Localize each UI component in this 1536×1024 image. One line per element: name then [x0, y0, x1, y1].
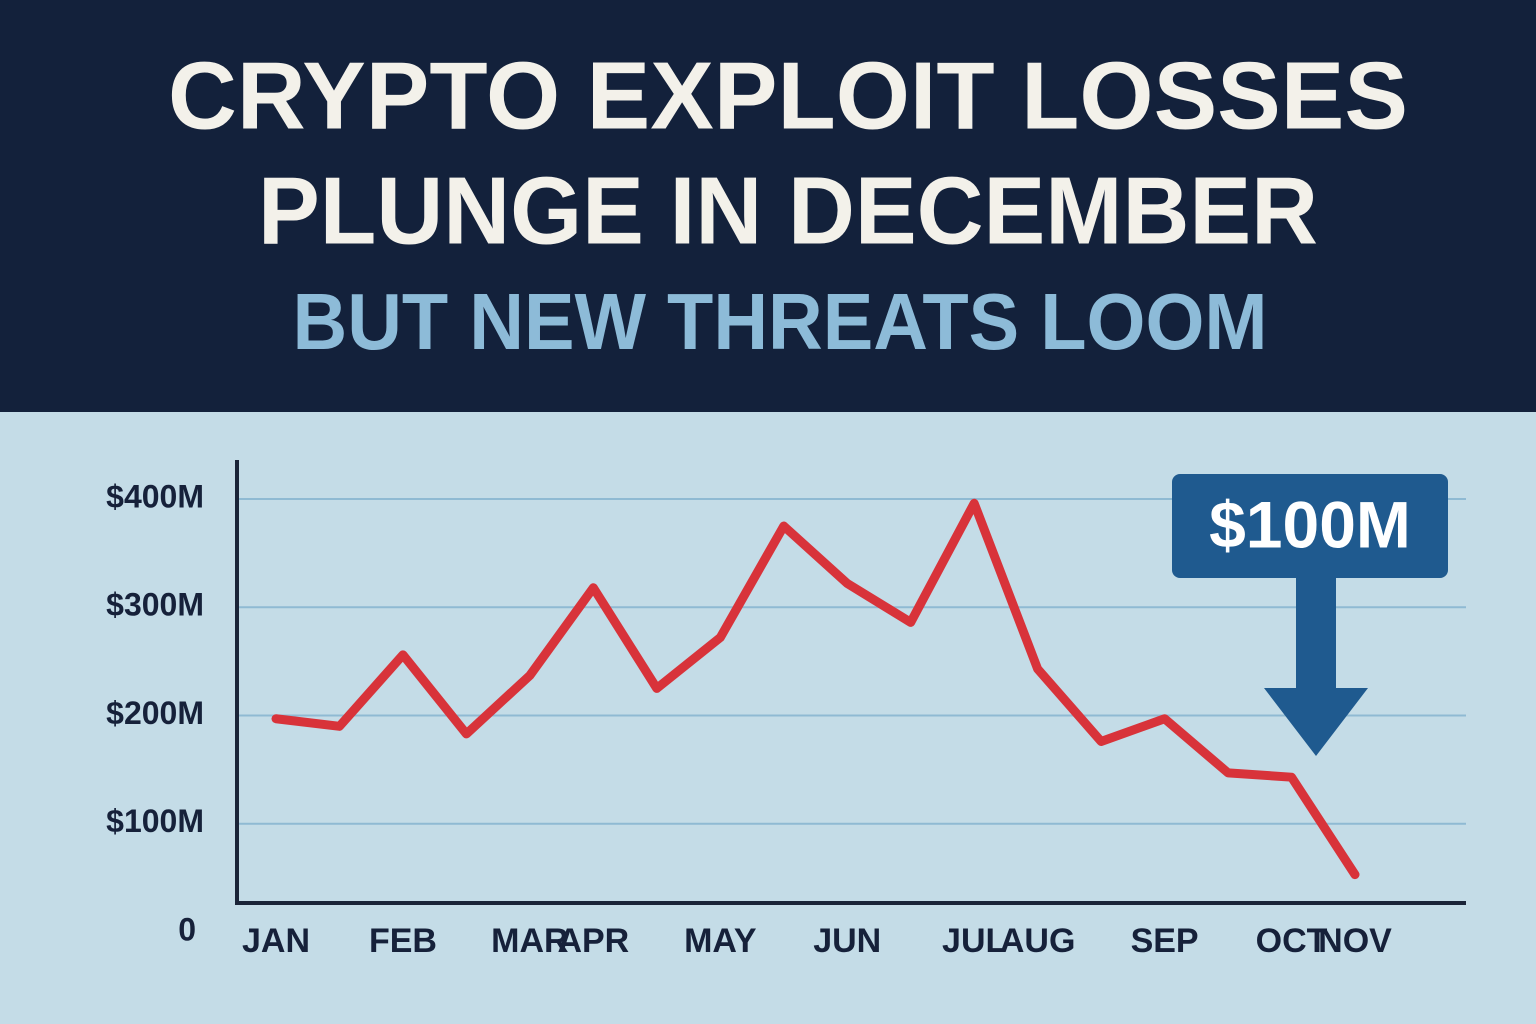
x-tick-label: AUG [1000, 922, 1076, 960]
x-tick-label: APR [557, 922, 629, 960]
x-tick-label: JUN [813, 922, 881, 960]
annotation-arrow [1264, 578, 1368, 756]
x-tick-label: OCT [1256, 922, 1328, 960]
data-line [271, 498, 1360, 880]
annotation-box [1172, 474, 1448, 578]
x-tick-label: MAR [491, 922, 568, 960]
x-tick-label: JAN [242, 922, 310, 960]
plot [271, 498, 1360, 880]
chart-subtitle: BUT NEW THREATS LOOM [293, 277, 1268, 366]
chart-title: CRYPTO EXPLOIT LOSSES [168, 42, 1408, 149]
header [0, 0, 1536, 412]
annotation-text: $100M [1209, 487, 1411, 561]
y-tick-label: $100M [106, 803, 204, 839]
x-tick-label: SEP [1131, 922, 1199, 960]
y-tick-label: $400M [106, 478, 204, 514]
x-tick-label: MAY [684, 922, 757, 960]
y-tick-label: 0 [178, 911, 196, 947]
x-tick-label: NOV [1318, 922, 1392, 960]
x-tick-label: FEB [369, 922, 437, 960]
chart-title: PLUNGE IN DECEMBER [258, 157, 1318, 264]
y-tick-label: $200M [106, 695, 204, 731]
y-tick-label: $300M [106, 587, 204, 623]
x-tick-label: JUL [942, 922, 1006, 960]
